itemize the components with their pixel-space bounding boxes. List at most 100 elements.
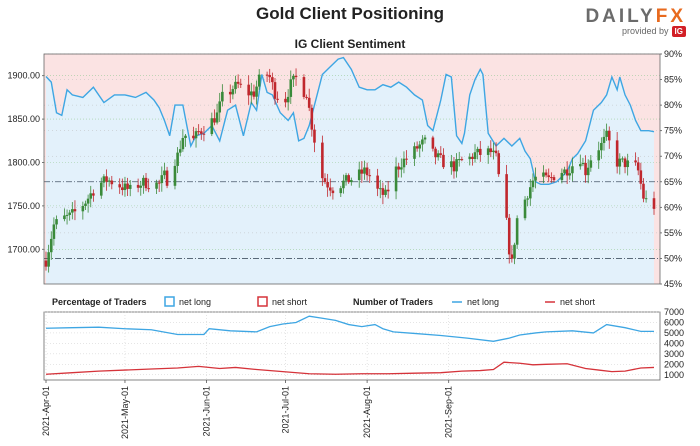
candle-body <box>584 162 587 176</box>
candle-body <box>63 215 66 220</box>
candle-body <box>344 175 348 181</box>
chart-title: Gold Client Positioning <box>256 4 444 23</box>
candle-body <box>126 183 129 189</box>
y-right-tick-label: 85% <box>664 75 682 85</box>
candle-body <box>147 188 150 190</box>
candle-body <box>363 167 366 174</box>
candle-body <box>547 175 551 178</box>
candle-body <box>139 185 143 188</box>
candle-body <box>307 97 311 108</box>
candle-body <box>423 137 427 140</box>
candle-body <box>615 140 619 167</box>
candle-body <box>636 162 640 171</box>
plot-border <box>43 53 661 285</box>
candle-body <box>265 74 269 76</box>
candle-body <box>473 152 477 160</box>
candle-body <box>86 198 90 204</box>
candle-body <box>497 153 501 175</box>
sub-y-tick-label: 6000 <box>664 317 684 327</box>
x-tick-label: 2021-Jun-01 <box>202 386 212 437</box>
candle-body <box>142 177 145 186</box>
candle-body <box>528 187 532 199</box>
candle-body <box>105 176 108 182</box>
candle-body <box>52 224 56 239</box>
candle-body <box>550 177 553 179</box>
brand-daily: DAILY <box>585 6 656 27</box>
candle-body <box>221 91 224 102</box>
legend-pct-short-label: net short <box>272 297 308 307</box>
net-short-count-line <box>45 361 655 375</box>
candle-body <box>621 158 624 160</box>
main-plot: 1700.00 1750.00 1800.00 1850.00 1900.00 45% 50… <box>7 49 682 289</box>
candle-body <box>310 107 314 130</box>
candle-body <box>515 218 519 245</box>
candle-body <box>365 167 369 176</box>
candle-body <box>202 133 206 135</box>
candle-body <box>652 198 656 209</box>
sub-y-tick-label: 1000 <box>664 370 684 380</box>
candle-body <box>457 159 461 161</box>
legend-num-title: Number of Traders <box>353 297 433 307</box>
candle-body <box>452 161 456 172</box>
x-tick-label: 2021-May-01 <box>120 386 130 439</box>
candle-body <box>381 188 385 195</box>
candle-body <box>239 83 243 85</box>
candle-body <box>350 180 353 183</box>
x-tick-label: 2021-Jul-01 <box>281 386 291 434</box>
candle-body <box>600 142 603 151</box>
sub-y-tick-label: 5000 <box>664 328 684 338</box>
candle-body <box>468 156 472 160</box>
candle-body <box>286 96 290 103</box>
sentiment-area <box>46 57 654 285</box>
candle-body <box>436 153 440 158</box>
candle-body <box>413 146 416 159</box>
candle-body <box>589 160 593 168</box>
candle-body <box>639 170 643 184</box>
candle-body <box>460 159 464 161</box>
candle-body <box>434 148 437 158</box>
sub-y-tick-label: 2000 <box>664 359 684 369</box>
candle-body <box>626 160 629 168</box>
candle-body <box>505 174 508 218</box>
sub-y-tick-label: 3000 <box>664 349 684 359</box>
candle-body <box>73 209 77 212</box>
candle-body <box>579 164 582 167</box>
candle-body <box>84 203 87 206</box>
candle-body <box>165 170 169 186</box>
candle-body <box>507 217 511 255</box>
candle-body <box>289 79 293 97</box>
candle-body <box>526 198 529 200</box>
candle-body <box>360 169 364 174</box>
candle-body <box>328 187 332 191</box>
candle-body <box>157 182 161 184</box>
y-right-tick-label: 60% <box>664 202 682 212</box>
candle-body <box>163 170 166 176</box>
candle-body <box>128 184 132 189</box>
candle-body <box>184 135 187 138</box>
candle-body <box>534 176 537 181</box>
candle-body <box>231 89 235 95</box>
candle-body <box>236 81 240 84</box>
candle-body <box>155 182 158 189</box>
ig-logo: IG <box>671 26 686 37</box>
candle-body <box>431 137 435 149</box>
candle-body <box>455 159 458 172</box>
y-right-tick-label: 65% <box>664 177 682 187</box>
candle-body <box>597 150 601 161</box>
candle-body <box>415 146 419 149</box>
y-left-tick-label: 1750.00 <box>7 201 40 211</box>
candle-body <box>213 118 216 123</box>
candle-body <box>294 75 298 78</box>
candle-body <box>418 144 422 149</box>
candle-body <box>199 131 203 134</box>
candle-body <box>178 149 182 153</box>
candle-body <box>160 175 164 184</box>
candle-body <box>384 189 387 195</box>
candle-body <box>302 77 306 97</box>
legend-num-long-label: net long <box>467 297 499 307</box>
candle-body <box>257 74 261 87</box>
candle-body <box>494 150 498 154</box>
candle-body <box>602 136 606 143</box>
